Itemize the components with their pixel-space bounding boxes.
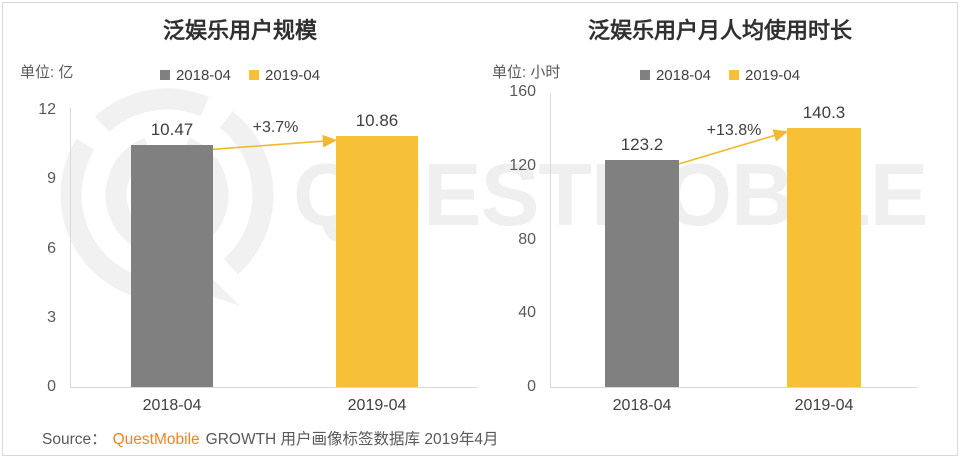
growth-label: +13.8%: [706, 122, 762, 140]
value-label: 140.3: [802, 103, 846, 123]
legend: 2018-04 2019-04: [40, 66, 440, 84]
legend-label: 2018-04: [175, 66, 231, 84]
growth-label: +3.7%: [252, 118, 299, 136]
bar-2019-04: [336, 136, 418, 387]
y-axis-line: [550, 94, 551, 387]
legend-swatch-yellow: [729, 70, 739, 80]
unit-label: 单位: 小时: [492, 64, 561, 81]
legend-swatch-gray: [159, 70, 170, 80]
chart-title: 泛娱乐用户规模: [162, 18, 317, 43]
y-tick-label: 9: [47, 170, 56, 188]
bar-2019-04: [787, 128, 861, 387]
source-prefix: Source：: [42, 431, 107, 448]
source-suffix: GROWTH 用户画像标签数据库 2019年4月: [205, 431, 499, 448]
value-label: 10.47: [150, 120, 194, 140]
y-tick-label: 0: [527, 378, 536, 395]
x-tick-label: 2018-04: [612, 397, 672, 414]
legend-item-2019: 2019-04: [249, 67, 320, 84]
y-tick-label: 0: [47, 378, 56, 395]
chart-title: 泛娱乐用户月人均使用时长: [587, 18, 852, 43]
y-axis-line: [70, 108, 71, 387]
x-tick-label: 2019-04: [347, 397, 407, 414]
unit-label: 单位: 亿: [20, 64, 74, 81]
legend-item-2018: 2018-04: [639, 66, 711, 84]
legend-swatch-gray: [639, 70, 650, 80]
legend-item-2018: 2018-04: [159, 66, 231, 84]
y-tick-label: 160: [509, 83, 536, 100]
x-tick-label: 2018-04: [142, 397, 202, 414]
source-brand: QuestMobile: [112, 431, 200, 448]
x-axis-line: [70, 387, 477, 388]
legend: 2018-04 2019-04: [520, 66, 920, 84]
y-tick-label: 3: [47, 308, 56, 326]
y-tick-label: 80: [518, 230, 536, 248]
x-axis-line: [550, 387, 917, 388]
y-tick-label: 6: [47, 239, 56, 257]
legend-label: 2019-04: [745, 66, 801, 84]
source-line: Source： QuestMobile GROWTH 用户画像标签数据库 2019年…: [42, 427, 498, 449]
legend-swatch-yellow: [249, 70, 259, 80]
bar-2018-04: [605, 159, 679, 387]
value-label: 123.2: [620, 134, 664, 154]
y-tick-label: 12: [38, 101, 56, 118]
y-tick-label: 120: [509, 156, 536, 174]
y-tick-label: 40: [518, 304, 536, 322]
x-tick-label: 2019-04: [794, 397, 854, 414]
value-label: 10.86: [355, 111, 399, 131]
legend-label: 2018-04: [655, 66, 711, 84]
legend-label: 2019-04: [265, 66, 321, 84]
bar-2018-04: [131, 145, 213, 387]
legend-item-2019: 2019-04: [729, 67, 800, 84]
